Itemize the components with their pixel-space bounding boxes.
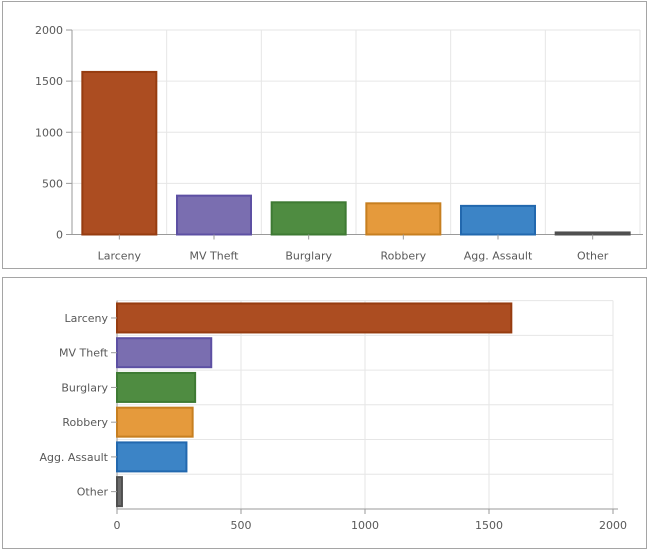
category-label-burglary: Burglary (285, 250, 332, 263)
value-tick-label: 0 (114, 519, 121, 532)
value-tick-label: 2000 (599, 519, 627, 532)
category-label-larceny: Larceny (98, 250, 142, 263)
value-tick-label: 2000 (35, 24, 63, 37)
value-tick-label: 500 (42, 177, 63, 190)
value-tick-label: 500 (231, 519, 252, 532)
bar-agg-assault (116, 441, 188, 473)
category-label-agg-assault: Agg. Assault (39, 451, 108, 464)
value-tick-label: 1000 (35, 126, 63, 139)
category-label-robbery: Robbery (381, 250, 427, 263)
bar-agg-assault (460, 204, 536, 236)
category-label-burglary: Burglary (61, 381, 108, 394)
horizontal-bar-chart-panel: 0 500 1000 1500 2000 Larceny MV Theft Burglary R… (2, 277, 647, 549)
value-tick-label: 1000 (351, 519, 379, 532)
category-label-other: Other (577, 250, 609, 263)
category-label-agg-assault: Agg. Assault (464, 250, 533, 263)
category-label-other: Other (77, 486, 109, 499)
value-tick-label: 0 (56, 229, 63, 242)
bar-larceny (116, 302, 513, 334)
bar-mv-theft (176, 194, 252, 236)
horizontal-bar-chart: 0 500 1000 1500 2000 Larceny MV Theft Burglary R… (39, 300, 627, 532)
vertical-bar-chart-panel: 0 500 1000 1500 2000 Larceny MV Theft Burglary R… (2, 1, 647, 269)
bar-robbery (116, 406, 194, 438)
category-label-mv-theft: MV Theft (59, 347, 109, 360)
value-tick-label: 1500 (35, 75, 63, 88)
bar-other (116, 476, 123, 508)
category-label-robbery: Robbery (62, 416, 108, 429)
category-label-larceny: Larceny (65, 312, 109, 325)
vertical-bar-chart: 0 500 1000 1500 2000 Larceny MV Theft Burglary R… (35, 24, 643, 263)
category-label-mv-theft: MV Theft (190, 250, 240, 263)
bar-burglary (116, 371, 197, 403)
bar-burglary (270, 201, 347, 236)
bar-robbery (365, 202, 442, 236)
bar-other (554, 231, 631, 236)
value-tick-label: 1500 (475, 519, 503, 532)
bar-larceny (81, 70, 158, 236)
bar-mv-theft (116, 337, 213, 369)
